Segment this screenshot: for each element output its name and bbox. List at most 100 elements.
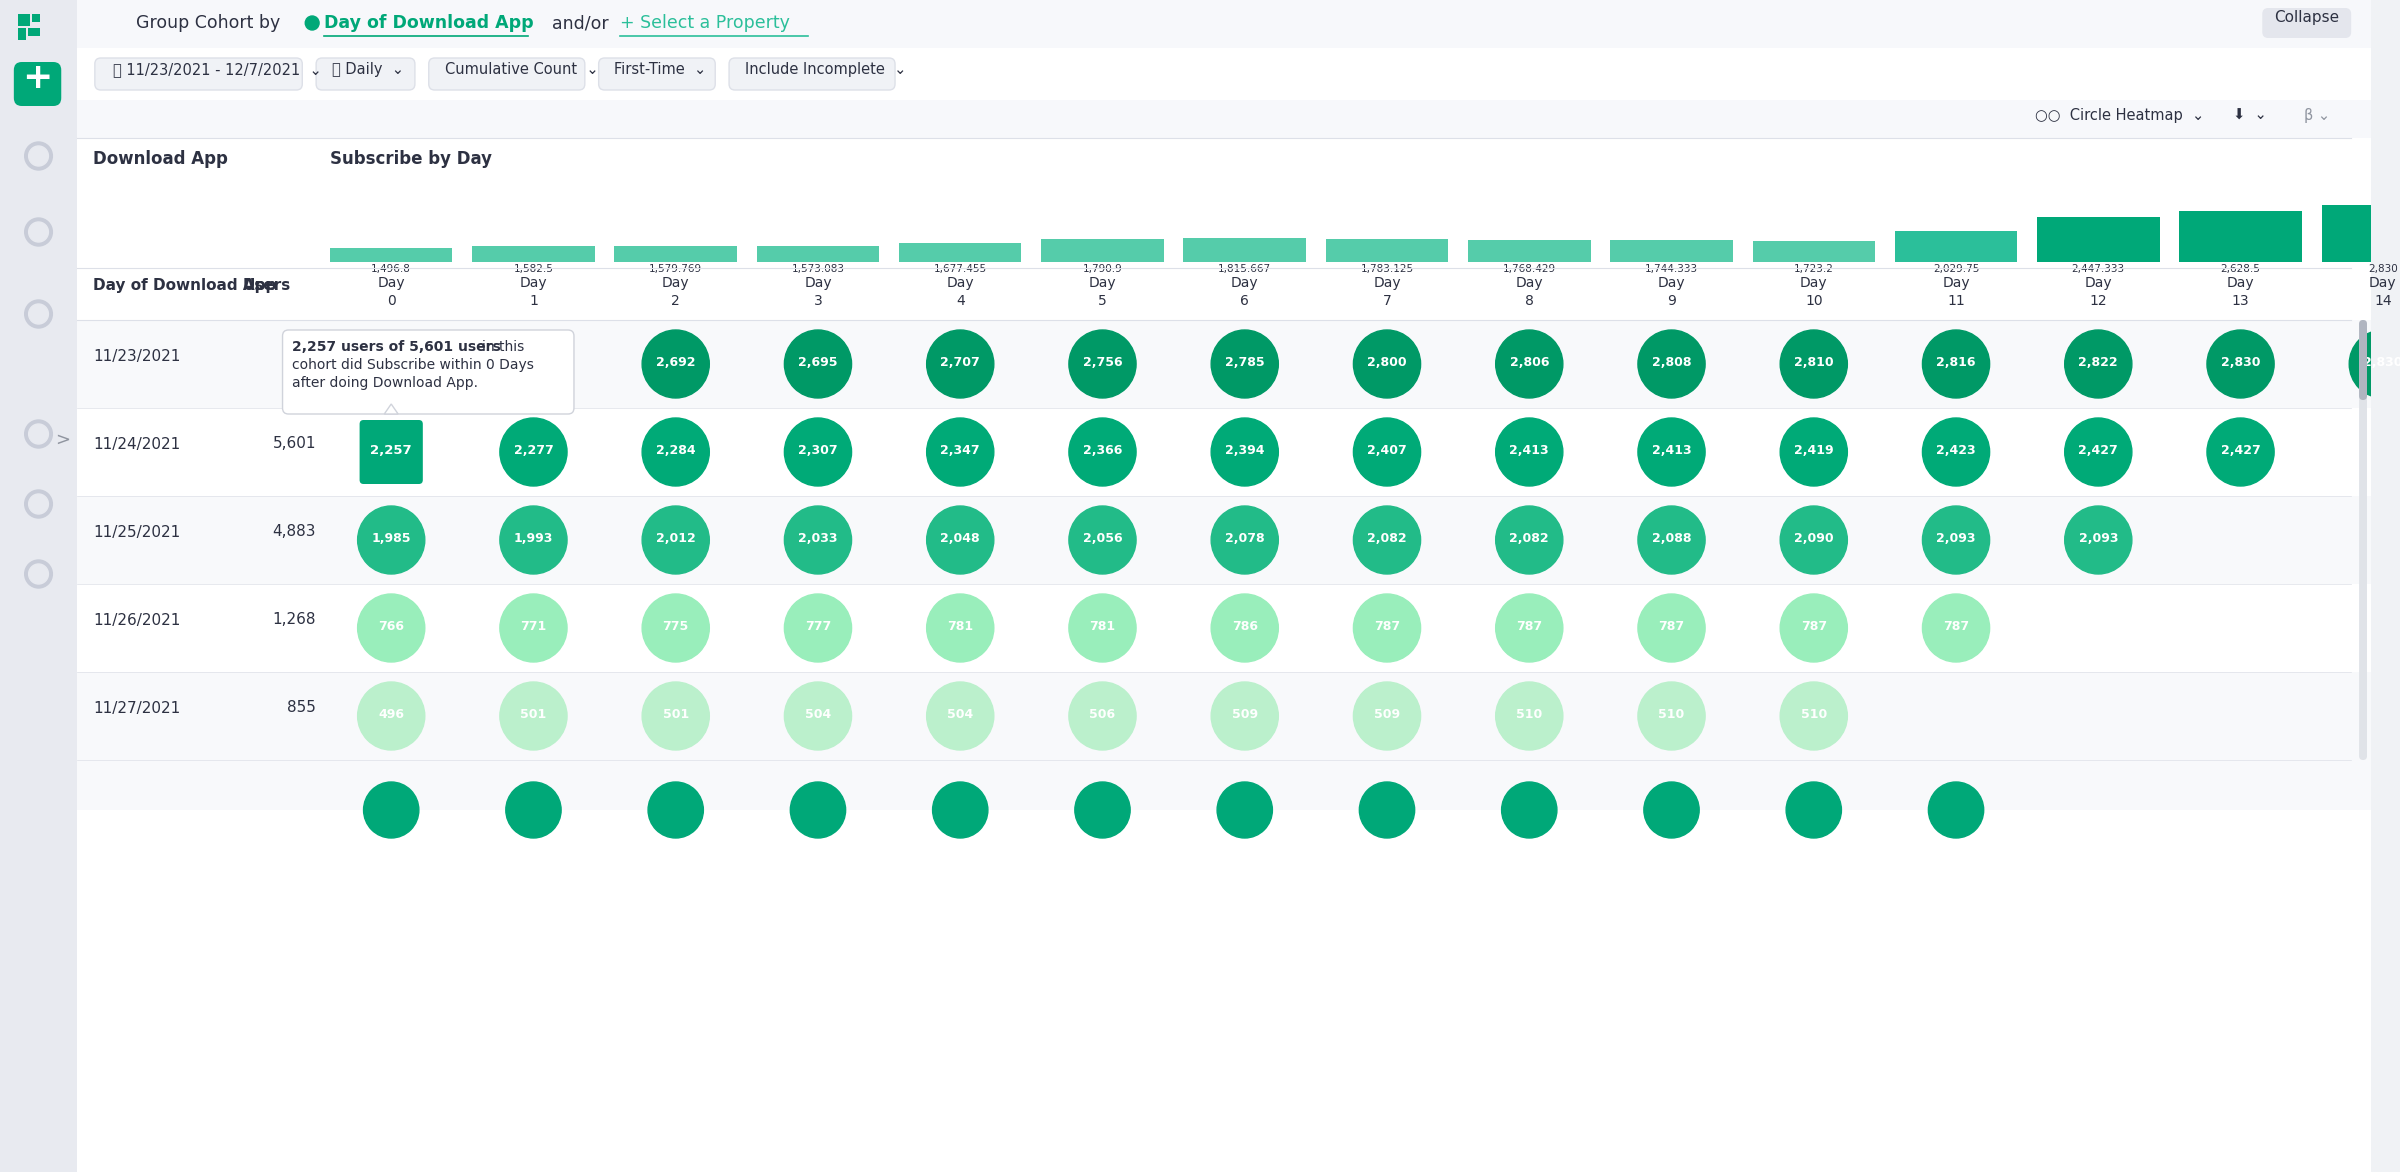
Circle shape xyxy=(1217,782,1272,838)
Circle shape xyxy=(2350,331,2400,398)
Circle shape xyxy=(24,300,53,328)
Circle shape xyxy=(643,682,710,750)
Text: Day: Day xyxy=(1373,275,1402,289)
Text: Download App: Download App xyxy=(94,150,228,168)
Circle shape xyxy=(1358,782,1414,838)
Text: Day: Day xyxy=(662,275,689,289)
Bar xyxy=(77,584,2371,672)
Text: 1,744.333: 1,744.333 xyxy=(1644,264,1699,274)
Text: 2,033: 2,033 xyxy=(799,531,838,545)
Circle shape xyxy=(499,594,566,662)
Text: 787: 787 xyxy=(1517,620,1543,633)
Circle shape xyxy=(643,594,710,662)
Text: 510: 510 xyxy=(1800,708,1826,721)
Bar xyxy=(77,672,2371,759)
Text: 2,806: 2,806 xyxy=(1510,355,1548,368)
FancyBboxPatch shape xyxy=(2359,320,2366,759)
Circle shape xyxy=(926,506,994,574)
Text: 2,088: 2,088 xyxy=(1651,531,1692,545)
Text: 771: 771 xyxy=(521,620,547,633)
Circle shape xyxy=(1927,782,1985,838)
Circle shape xyxy=(785,682,852,750)
Text: 2,012: 2,012 xyxy=(655,531,696,545)
Text: 5: 5 xyxy=(1099,294,1106,308)
Bar xyxy=(1752,241,1874,263)
Text: Day: Day xyxy=(1942,275,1970,289)
Circle shape xyxy=(506,782,562,838)
Bar xyxy=(614,246,737,263)
Text: ○○  Circle Heatmap  ⌄: ○○ Circle Heatmap ⌄ xyxy=(2035,108,2203,123)
FancyBboxPatch shape xyxy=(14,11,62,48)
Text: 2,347: 2,347 xyxy=(941,443,979,457)
Text: 510: 510 xyxy=(1658,708,1685,721)
Circle shape xyxy=(643,506,710,574)
Text: 13: 13 xyxy=(2232,294,2249,308)
Text: 14: 14 xyxy=(2374,294,2393,308)
Circle shape xyxy=(29,495,48,515)
Text: 2,307: 2,307 xyxy=(799,443,838,457)
Circle shape xyxy=(499,682,566,750)
Text: 9: 9 xyxy=(1668,294,1675,308)
Circle shape xyxy=(358,506,425,574)
Text: 11/26/2021: 11/26/2021 xyxy=(94,613,180,627)
Circle shape xyxy=(1354,682,1421,750)
Text: 2,427: 2,427 xyxy=(2078,443,2119,457)
Text: Include Incomplete  ⌄: Include Incomplete ⌄ xyxy=(744,62,907,77)
Bar xyxy=(77,0,2371,48)
Text: 2,695: 2,695 xyxy=(799,355,838,368)
Circle shape xyxy=(1495,506,1562,574)
Text: 1,573.083: 1,573.083 xyxy=(792,264,845,274)
Circle shape xyxy=(1212,418,1279,486)
Circle shape xyxy=(785,418,852,486)
Text: 775: 775 xyxy=(662,620,689,633)
Text: 2,707: 2,707 xyxy=(941,355,979,368)
Text: 509: 509 xyxy=(1231,708,1258,721)
Circle shape xyxy=(1354,506,1421,574)
Circle shape xyxy=(1068,506,1135,574)
Text: 4,883: 4,883 xyxy=(274,525,317,539)
Circle shape xyxy=(1495,331,1562,398)
Text: 2,816: 2,816 xyxy=(1937,355,1975,368)
Text: 6: 6 xyxy=(1241,294,1248,308)
Circle shape xyxy=(1637,506,1704,574)
Text: Collapse: Collapse xyxy=(2275,11,2340,25)
Bar xyxy=(2179,211,2302,263)
Text: 2,048: 2,048 xyxy=(941,531,979,545)
Text: 504: 504 xyxy=(948,708,974,721)
Text: 2,394: 2,394 xyxy=(1224,443,1265,457)
Circle shape xyxy=(926,331,994,398)
Circle shape xyxy=(1781,331,1848,398)
Circle shape xyxy=(1068,594,1135,662)
Text: Day: Day xyxy=(1514,275,1543,289)
Text: 2,628.5: 2,628.5 xyxy=(2220,264,2261,274)
Text: + Select a Property: + Select a Property xyxy=(619,14,790,32)
Circle shape xyxy=(1781,418,1848,486)
FancyBboxPatch shape xyxy=(2359,320,2366,400)
Circle shape xyxy=(358,594,425,662)
Text: Day: Day xyxy=(1800,275,1826,289)
Text: 4: 4 xyxy=(955,294,965,308)
Bar xyxy=(1325,239,1447,263)
Text: 1,579.769: 1,579.769 xyxy=(648,264,703,274)
Bar xyxy=(77,48,2371,100)
Bar xyxy=(77,138,2371,188)
Circle shape xyxy=(785,506,852,574)
Text: 11/24/2021: 11/24/2021 xyxy=(94,436,180,451)
Text: in this: in this xyxy=(482,340,523,354)
Text: 📅 Daily  ⌄: 📅 Daily ⌄ xyxy=(331,62,403,77)
FancyBboxPatch shape xyxy=(730,57,895,90)
Text: 506: 506 xyxy=(1090,708,1116,721)
Text: 1,790.9: 1,790.9 xyxy=(1082,264,1123,274)
Text: 2,785: 2,785 xyxy=(1224,355,1265,368)
Circle shape xyxy=(1354,331,1421,398)
Text: 2,830: 2,830 xyxy=(2369,264,2398,274)
Circle shape xyxy=(1212,506,1279,574)
Text: after doing Download App.: after doing Download App. xyxy=(293,376,478,390)
Bar xyxy=(31,14,38,22)
Bar xyxy=(2038,217,2160,263)
Text: 5,601: 5,601 xyxy=(274,436,317,451)
Text: 509: 509 xyxy=(1373,708,1399,721)
Bar xyxy=(2321,205,2400,263)
Bar xyxy=(1469,240,1591,263)
Bar xyxy=(17,28,26,40)
